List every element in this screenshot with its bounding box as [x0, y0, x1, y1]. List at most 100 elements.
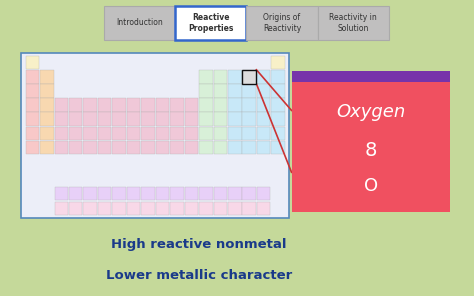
Text: Oxygen: Oxygen: [336, 103, 406, 121]
FancyBboxPatch shape: [257, 202, 270, 215]
FancyBboxPatch shape: [257, 127, 270, 140]
FancyBboxPatch shape: [98, 112, 111, 126]
FancyBboxPatch shape: [292, 71, 450, 82]
FancyBboxPatch shape: [112, 187, 126, 200]
FancyBboxPatch shape: [213, 187, 227, 200]
FancyBboxPatch shape: [184, 98, 198, 112]
FancyBboxPatch shape: [242, 98, 256, 112]
FancyBboxPatch shape: [257, 141, 270, 154]
FancyBboxPatch shape: [55, 141, 68, 154]
FancyBboxPatch shape: [184, 127, 198, 140]
FancyBboxPatch shape: [292, 82, 450, 212]
FancyBboxPatch shape: [213, 202, 227, 215]
FancyBboxPatch shape: [228, 98, 241, 112]
Text: Origins of
Reactivity: Origins of Reactivity: [263, 13, 301, 33]
FancyBboxPatch shape: [26, 112, 39, 126]
FancyBboxPatch shape: [257, 112, 270, 126]
FancyBboxPatch shape: [112, 141, 126, 154]
FancyBboxPatch shape: [127, 141, 140, 154]
FancyBboxPatch shape: [69, 187, 82, 200]
FancyBboxPatch shape: [199, 112, 212, 126]
FancyBboxPatch shape: [213, 98, 227, 112]
FancyBboxPatch shape: [199, 202, 212, 215]
FancyBboxPatch shape: [55, 98, 68, 112]
Text: High reactive nonmetal: High reactive nonmetal: [111, 238, 287, 251]
FancyBboxPatch shape: [69, 98, 82, 112]
FancyBboxPatch shape: [69, 112, 82, 126]
FancyBboxPatch shape: [55, 202, 68, 215]
FancyBboxPatch shape: [141, 187, 155, 200]
FancyBboxPatch shape: [127, 187, 140, 200]
FancyBboxPatch shape: [98, 98, 111, 112]
FancyBboxPatch shape: [184, 187, 198, 200]
FancyBboxPatch shape: [271, 127, 285, 140]
FancyBboxPatch shape: [83, 187, 97, 200]
Text: 8: 8: [365, 141, 377, 160]
FancyBboxPatch shape: [83, 127, 97, 140]
FancyBboxPatch shape: [271, 84, 285, 98]
FancyBboxPatch shape: [26, 84, 39, 98]
FancyBboxPatch shape: [271, 56, 285, 70]
FancyBboxPatch shape: [127, 98, 140, 112]
FancyBboxPatch shape: [184, 141, 198, 154]
FancyBboxPatch shape: [242, 141, 256, 154]
FancyBboxPatch shape: [55, 127, 68, 140]
FancyBboxPatch shape: [199, 127, 212, 140]
FancyBboxPatch shape: [170, 187, 183, 200]
FancyBboxPatch shape: [112, 202, 126, 215]
Text: Reactive
Properties: Reactive Properties: [188, 13, 234, 33]
Text: Lower metallic character: Lower metallic character: [106, 269, 292, 282]
FancyBboxPatch shape: [242, 112, 256, 126]
FancyBboxPatch shape: [21, 53, 289, 218]
FancyBboxPatch shape: [228, 70, 241, 83]
FancyBboxPatch shape: [141, 98, 155, 112]
FancyBboxPatch shape: [199, 70, 212, 83]
FancyBboxPatch shape: [127, 127, 140, 140]
FancyBboxPatch shape: [184, 112, 198, 126]
FancyBboxPatch shape: [55, 112, 68, 126]
FancyBboxPatch shape: [26, 127, 39, 140]
FancyBboxPatch shape: [155, 202, 169, 215]
FancyBboxPatch shape: [213, 70, 227, 83]
FancyBboxPatch shape: [40, 84, 54, 98]
FancyBboxPatch shape: [83, 112, 97, 126]
FancyBboxPatch shape: [112, 112, 126, 126]
FancyBboxPatch shape: [257, 187, 270, 200]
FancyBboxPatch shape: [257, 70, 270, 83]
FancyBboxPatch shape: [83, 202, 97, 215]
FancyBboxPatch shape: [141, 112, 155, 126]
FancyBboxPatch shape: [213, 84, 227, 98]
FancyBboxPatch shape: [69, 141, 82, 154]
FancyBboxPatch shape: [40, 112, 54, 126]
FancyBboxPatch shape: [127, 112, 140, 126]
FancyBboxPatch shape: [228, 202, 241, 215]
FancyBboxPatch shape: [271, 98, 285, 112]
FancyBboxPatch shape: [40, 98, 54, 112]
FancyBboxPatch shape: [199, 98, 212, 112]
FancyBboxPatch shape: [26, 141, 39, 154]
FancyBboxPatch shape: [242, 70, 256, 83]
FancyBboxPatch shape: [40, 127, 54, 140]
FancyBboxPatch shape: [69, 127, 82, 140]
FancyBboxPatch shape: [104, 6, 175, 40]
FancyBboxPatch shape: [199, 84, 212, 98]
FancyBboxPatch shape: [141, 202, 155, 215]
FancyBboxPatch shape: [199, 141, 212, 154]
FancyBboxPatch shape: [40, 141, 54, 154]
FancyBboxPatch shape: [213, 127, 227, 140]
FancyBboxPatch shape: [155, 112, 169, 126]
FancyBboxPatch shape: [98, 127, 111, 140]
FancyBboxPatch shape: [242, 187, 256, 200]
FancyBboxPatch shape: [257, 84, 270, 98]
FancyBboxPatch shape: [98, 202, 111, 215]
FancyBboxPatch shape: [55, 187, 68, 200]
FancyBboxPatch shape: [242, 202, 256, 215]
FancyBboxPatch shape: [170, 98, 183, 112]
FancyBboxPatch shape: [69, 202, 82, 215]
FancyBboxPatch shape: [228, 141, 241, 154]
FancyBboxPatch shape: [228, 187, 241, 200]
FancyBboxPatch shape: [175, 6, 246, 40]
FancyBboxPatch shape: [83, 141, 97, 154]
FancyBboxPatch shape: [155, 127, 169, 140]
FancyBboxPatch shape: [199, 187, 212, 200]
